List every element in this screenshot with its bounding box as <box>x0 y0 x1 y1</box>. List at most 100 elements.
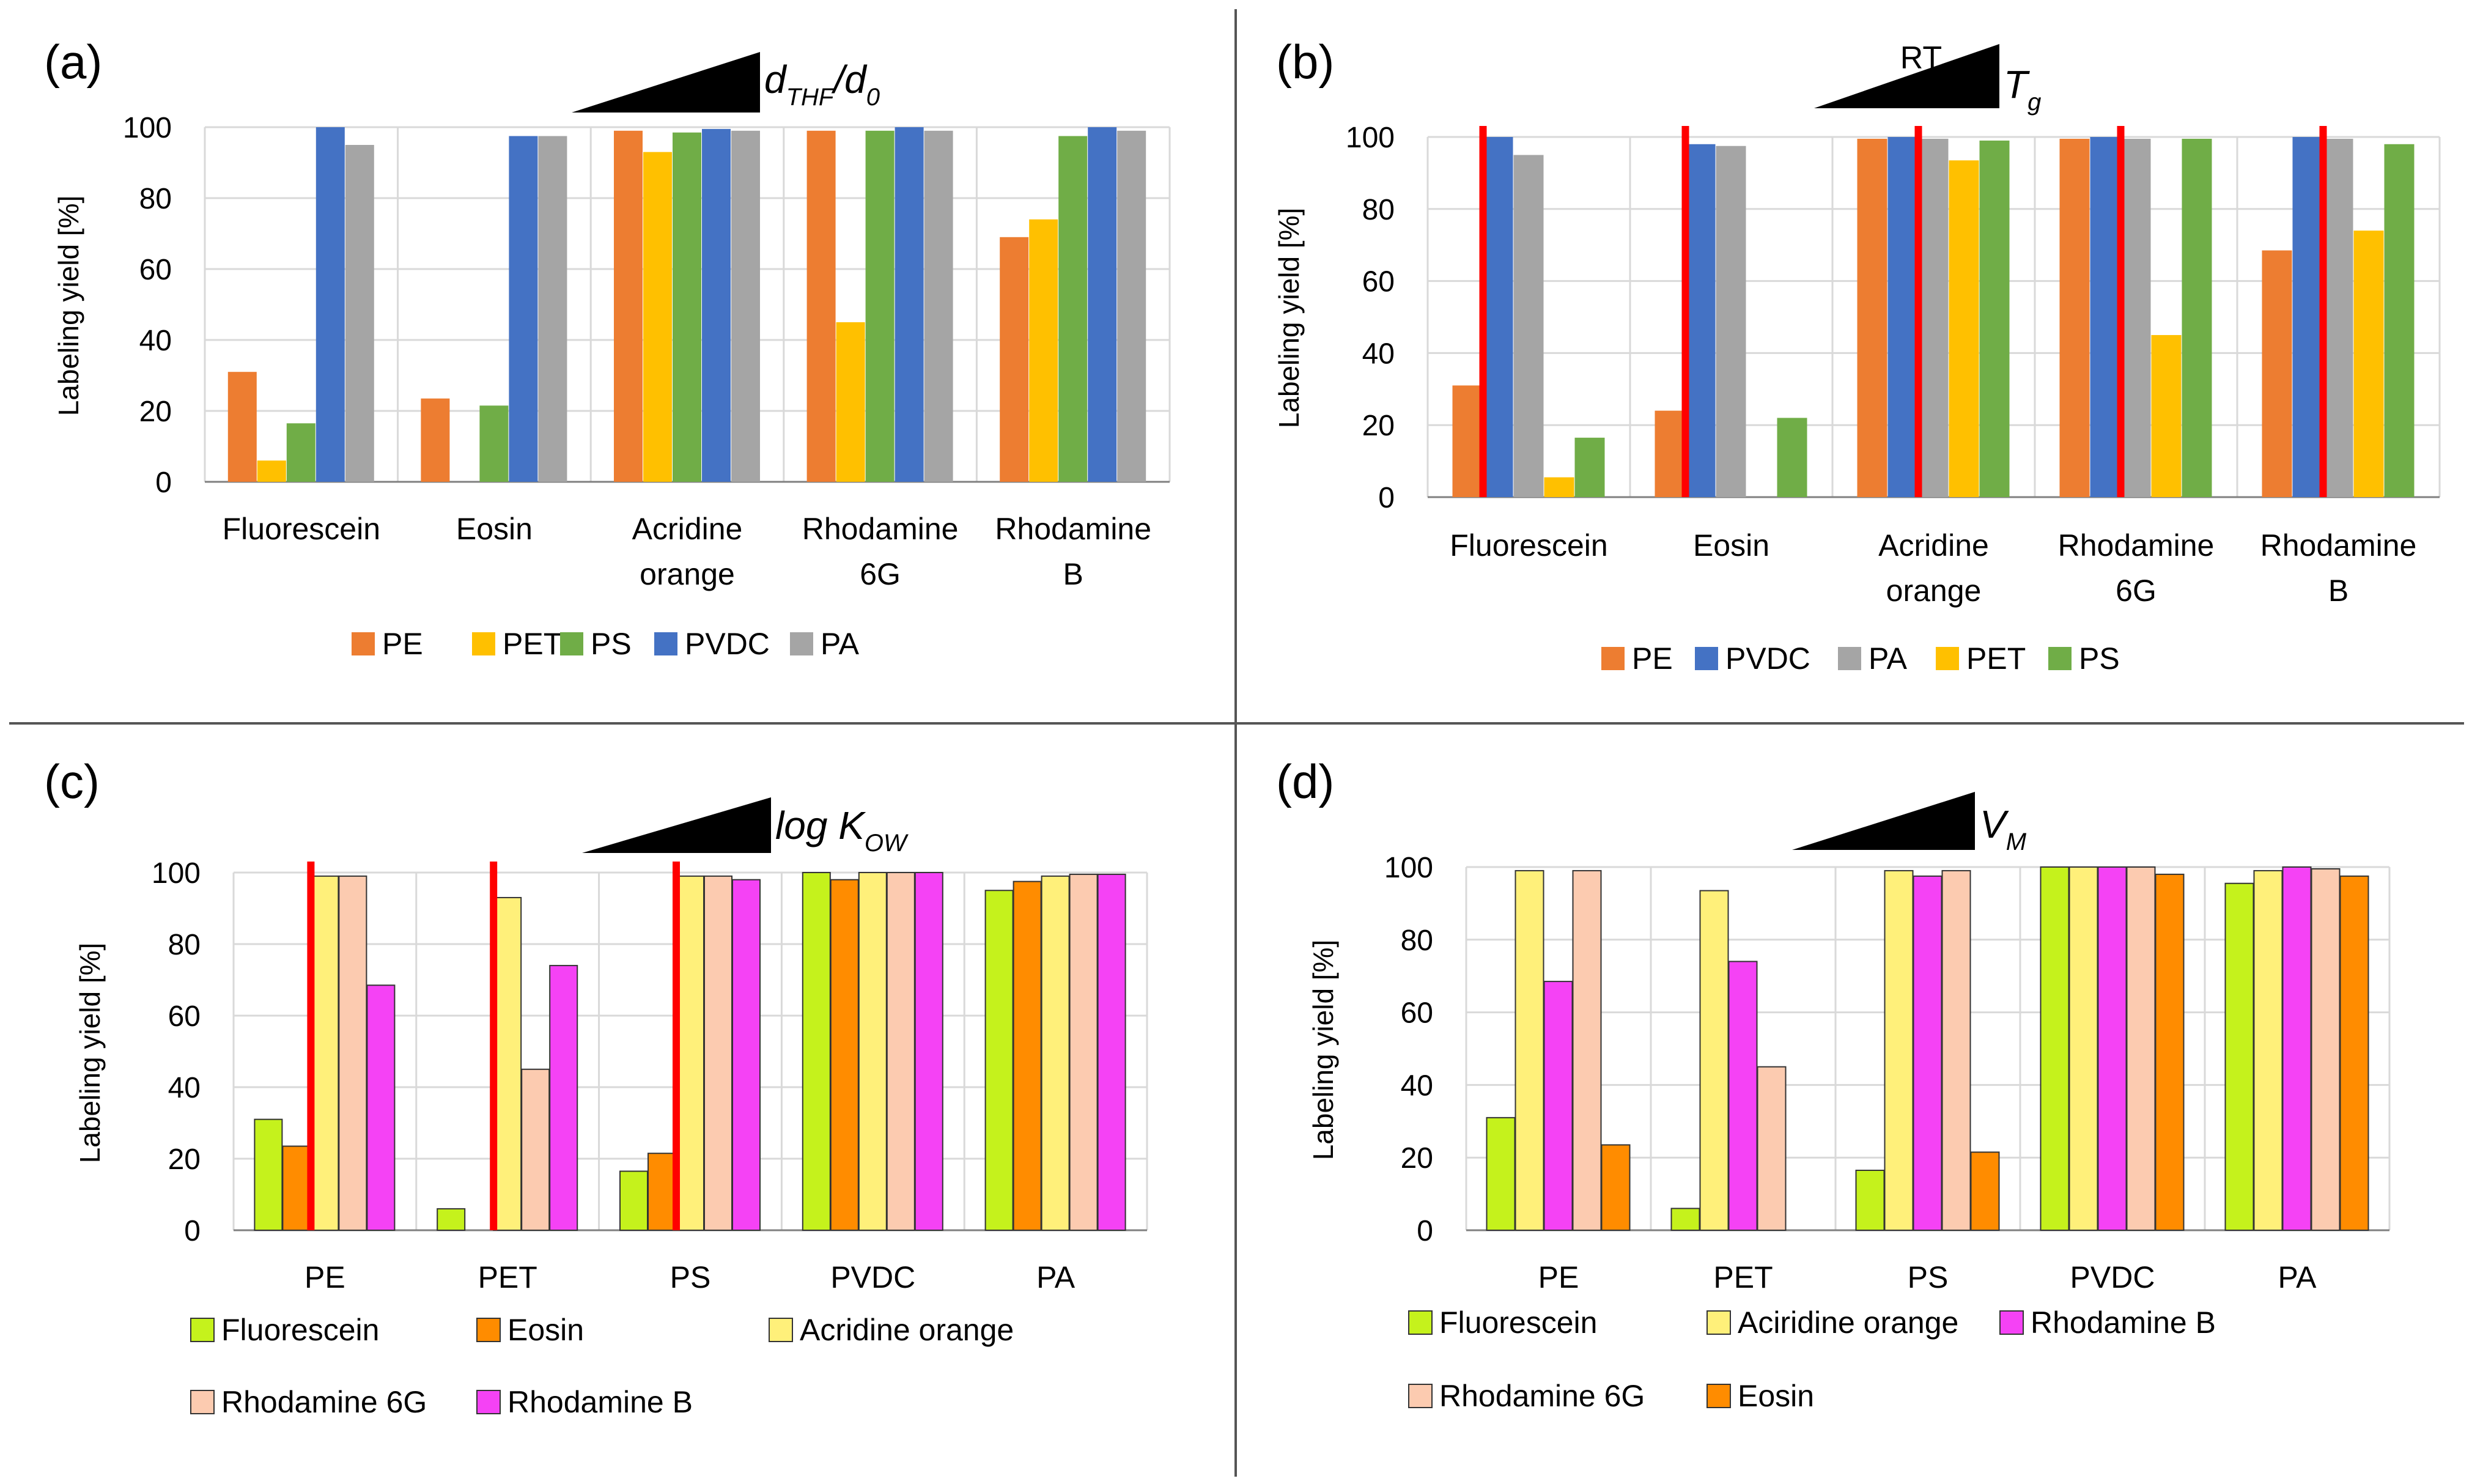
legend-label: PS <box>591 627 632 661</box>
y-tick-label: 0 <box>155 467 172 499</box>
bar-rhodamine-b <box>549 965 578 1231</box>
bar-acridine-orange <box>858 872 887 1231</box>
wedge-label-main: V <box>1980 802 2009 846</box>
y-tick-label: 80 <box>1401 925 1433 957</box>
panel-label: (c) <box>44 755 100 808</box>
category-label: Acridine <box>632 512 743 546</box>
bar-pvdc <box>1088 127 1117 482</box>
legend-label: PA <box>821 627 860 661</box>
bar-ps <box>479 405 509 482</box>
category-label: Fluorescein <box>1450 528 1607 563</box>
y-tick-label: 20 <box>1401 1142 1433 1175</box>
legend-label: PA <box>1869 641 1908 676</box>
category-label: Rhodamine <box>995 512 1151 546</box>
bar-pe <box>614 130 643 482</box>
panel-label: (d) <box>1276 755 1334 808</box>
bar-eosin <box>2339 875 2369 1231</box>
category-label: PVDC <box>2070 1260 2155 1294</box>
bar-aciridine-orange <box>1515 869 1544 1231</box>
legend-swatch <box>790 632 813 655</box>
category-label: PE <box>1538 1260 1579 1294</box>
gradient-wedge <box>582 797 771 853</box>
category-label: Acridine <box>1878 528 1989 563</box>
category-label: Rhodamine <box>802 512 959 546</box>
bar-pvdc <box>702 128 731 482</box>
bar-eosin <box>282 1145 311 1231</box>
y-tick-label: 40 <box>139 325 172 357</box>
category-label: Rhodamine <box>2260 528 2417 563</box>
category-label: orange <box>1886 574 1982 608</box>
bar-pe <box>2059 138 2090 497</box>
bar-fluorescein <box>619 1170 648 1231</box>
category-label: PA <box>2278 1260 2317 1294</box>
bar-aciridine-orange <box>1884 869 1914 1231</box>
bar-pa <box>2323 138 2353 497</box>
y-tick-label: 20 <box>1362 410 1395 442</box>
panel-a: (a) 0 20 40 60 80 100 Labeling yield [%] Fluores… <box>44 35 1171 661</box>
bar-ps <box>286 423 315 482</box>
legend-label: PVDC <box>1725 641 1810 676</box>
bar-pa <box>1513 155 1544 497</box>
bar-pa <box>731 130 760 482</box>
bar-pet <box>1544 477 1574 497</box>
wedge-label: log KOW <box>775 803 909 857</box>
legend-swatch <box>190 1390 215 1414</box>
y-tick-label: 60 <box>1401 997 1433 1030</box>
category-label: B <box>1063 557 1083 591</box>
category-label: PA <box>1036 1260 1076 1294</box>
bar-pe <box>421 398 450 482</box>
bar-ps <box>1777 418 1807 497</box>
y-tick-label: 0 <box>1378 482 1395 514</box>
legend-swatch <box>352 632 375 655</box>
wedge-label-sub: OW <box>865 830 909 857</box>
y-tick-label: 60 <box>139 254 172 286</box>
category-label: PS <box>1908 1260 1949 1294</box>
category-label: 6G <box>2116 574 2157 608</box>
bar-rhodamine-b <box>366 984 396 1231</box>
y-axis-label: Labeling yield [%] <box>1307 940 1339 1161</box>
y-axis-label: Labeling yield [%] <box>1273 208 1305 429</box>
bar-pa <box>1117 130 1146 482</box>
legend-swatch <box>1706 1310 1731 1335</box>
wedge-label-main: d <box>764 57 788 102</box>
bar-pvdc <box>2292 137 2323 497</box>
category-label: PE <box>304 1260 345 1294</box>
category-label: Eosin <box>1693 528 1769 563</box>
category-label: PVDC <box>830 1260 915 1294</box>
y-tick-label: 20 <box>168 1143 201 1176</box>
panel-b: (b) 0 20 40 60 80 100 Labeling yield [%] Fluores… <box>1273 35 2441 676</box>
bar-rhodamine-6g <box>886 872 915 1231</box>
y-tick-label: 80 <box>168 929 201 961</box>
panel-c: (c) 0 20 40 60 80 100 Labeling yield [%] PE PET PS… <box>44 755 1148 1419</box>
bar-pa <box>345 145 374 482</box>
bar-pet <box>836 322 865 482</box>
legend-label: PET <box>503 627 562 661</box>
legend-label: Fluorescein <box>221 1313 379 1347</box>
bar-rhodamine-b <box>914 872 943 1231</box>
bar-pet <box>2353 231 2384 497</box>
legend-label: PS <box>2079 641 2120 676</box>
bar-pe <box>1655 410 1685 497</box>
bar-pa <box>538 136 567 482</box>
bar-rhodamine-b <box>1913 875 1943 1231</box>
legend-label: Eosin <box>507 1313 584 1347</box>
bar-fluorescein <box>2040 866 2070 1231</box>
legend-label: PE <box>382 627 423 661</box>
bar-pet <box>1949 160 1979 497</box>
bar-rhodamine-6g <box>521 1068 550 1231</box>
legend-label: PE <box>1632 641 1673 676</box>
bar-pe <box>2262 250 2292 497</box>
bar-rhodamine-6g <box>338 875 367 1231</box>
wedge-label-main: T <box>2004 62 2030 106</box>
bar-pet <box>643 152 672 482</box>
bar-fluorescein <box>437 1208 466 1231</box>
legend-swatch <box>1695 647 1718 670</box>
y-tick-label: 0 <box>184 1215 201 1247</box>
y-tick-label: 100 <box>1346 122 1395 154</box>
wedge-label-main: log K <box>775 803 866 847</box>
bar-aciridine-orange <box>1699 890 1729 1231</box>
wedge-start-label: RT <box>1900 40 1942 76</box>
y-tick-label: 60 <box>1362 266 1395 298</box>
bar-fluorescein <box>254 1118 283 1231</box>
bar-acridine-orange <box>310 875 339 1231</box>
